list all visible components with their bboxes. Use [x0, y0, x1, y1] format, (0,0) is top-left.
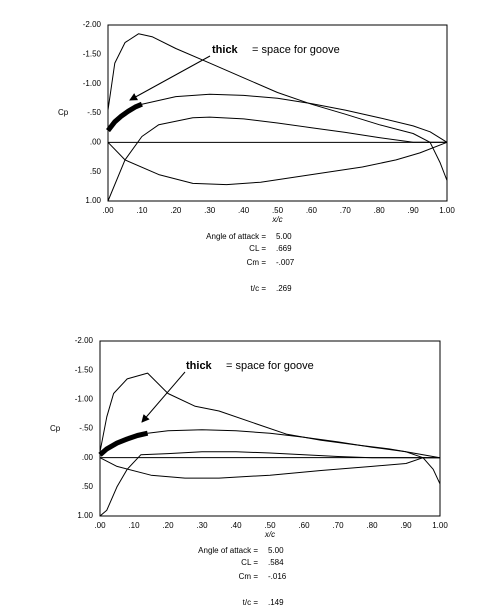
x-tick-label: .10 [128, 521, 140, 530]
x-tick-label: .80 [374, 206, 386, 215]
info-label: t/c = [243, 598, 259, 607]
thick-segment [106, 101, 143, 133]
info-label: Cm = [247, 258, 267, 267]
annotation-text: = space for goove [252, 44, 340, 56]
x-tick-label: .70 [340, 206, 352, 215]
info-value: .669 [276, 244, 292, 253]
x-tick-label: .60 [298, 521, 310, 530]
info-value: .149 [268, 598, 284, 607]
x-axis-label: x/c [271, 215, 282, 224]
x-tick-label: .70 [332, 521, 344, 530]
y-tick-label: 1.00 [77, 511, 93, 520]
info-label: CL = [241, 558, 258, 567]
y-tick-label: -1.50 [75, 365, 94, 374]
info-value: 5.00 [276, 232, 292, 241]
y-axis-label: Cp [50, 424, 61, 433]
info-label: Cm = [239, 572, 259, 581]
info-label: CL = [249, 244, 266, 253]
x-tick-label: .30 [196, 521, 208, 530]
x-axis-label: x/c [264, 530, 275, 539]
cp-curve [107, 116, 447, 202]
y-axis-label: Cp [58, 108, 69, 117]
cp-curve [107, 33, 448, 181]
x-tick-label: .80 [366, 521, 378, 530]
x-tick-label: .90 [400, 521, 412, 530]
x-tick-label: .50 [272, 206, 284, 215]
y-tick-label: -1.00 [75, 394, 94, 403]
annotation-arrow [141, 371, 186, 423]
y-tick-label: .00 [90, 137, 102, 146]
cp-curve [107, 141, 448, 186]
x-tick-label: 1.00 [439, 206, 455, 215]
y-tick-label: -1.50 [83, 49, 102, 58]
cp-curve [99, 451, 440, 517]
annotation-bold: thick [212, 44, 239, 56]
cp-curve [99, 457, 440, 479]
annotation-bold: thick [186, 360, 213, 372]
annotation-arrow [129, 55, 211, 101]
x-tick-label: .50 [264, 521, 276, 530]
y-tick-label: -1.00 [83, 79, 102, 88]
x-tick-label: .20 [162, 521, 174, 530]
y-tick-label: 1.00 [85, 196, 101, 205]
x-tick-label: .20 [170, 206, 182, 215]
info-value: -.016 [268, 572, 287, 581]
annotation-text: = space for goove [226, 360, 314, 372]
plot-frame [107, 24, 448, 202]
info-label: t/c = [251, 284, 267, 293]
y-tick-label: .50 [82, 482, 94, 491]
y-tick-label: .00 [82, 453, 94, 462]
info-value: -.007 [276, 258, 295, 267]
x-tick-label: .60 [306, 206, 318, 215]
x-tick-label: .40 [230, 521, 242, 530]
y-tick-label: -2.00 [83, 20, 102, 29]
info-value: .584 [268, 558, 284, 567]
x-tick-label: .10 [136, 206, 148, 215]
x-tick-label: .30 [204, 206, 216, 215]
x-tick-label: .00 [94, 521, 106, 530]
cp-curve [99, 372, 441, 485]
info-label: Angle of attack = [206, 232, 266, 241]
cp-curve [147, 429, 441, 459]
y-tick-label: -.50 [79, 424, 93, 433]
y-tick-label: -2.00 [75, 336, 94, 345]
y-tick-label: -.50 [87, 108, 101, 117]
plot-frame [99, 340, 441, 517]
x-tick-label: .90 [408, 206, 420, 215]
y-tick-label: .50 [90, 167, 102, 176]
info-label: Angle of attack = [198, 546, 258, 555]
thick-segment [98, 430, 149, 457]
x-tick-label: 1.00 [432, 521, 448, 530]
cp-curve [141, 93, 448, 143]
x-tick-label: .00 [102, 206, 114, 215]
info-value: .269 [276, 284, 292, 293]
info-value: 5.00 [268, 546, 284, 555]
x-tick-label: .40 [238, 206, 250, 215]
